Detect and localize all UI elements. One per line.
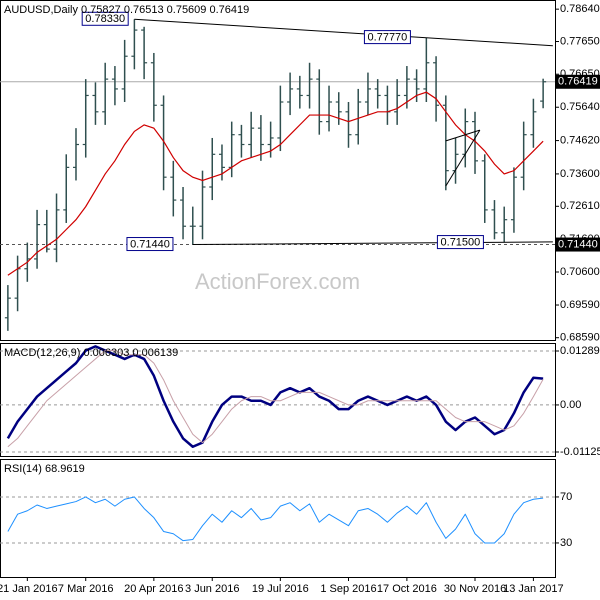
x-tick-label: 30 Nov 2016 bbox=[444, 583, 506, 595]
plot-area bbox=[0, 496, 555, 544]
x-tick-label: 17 Oct 2016 bbox=[377, 583, 437, 595]
y-tick-label: 0.72610 bbox=[560, 200, 600, 212]
price-label-box bbox=[556, 74, 600, 89]
y-tick-label: 0.00 bbox=[560, 399, 581, 411]
price-label: 0.76419 bbox=[558, 76, 598, 88]
y-tick-label: 30 bbox=[560, 537, 572, 549]
panel-title: RSI(14) 68.9619 bbox=[4, 463, 85, 475]
annotation-label: 0.77770 bbox=[368, 32, 408, 44]
x-tick-label: 20 Apr 2016 bbox=[124, 583, 183, 595]
x-tick-label: 1 Sep 2016 bbox=[320, 583, 376, 595]
x-tick-label: 21 Jan 2016 bbox=[0, 583, 58, 595]
price-label-box bbox=[556, 237, 600, 252]
x-tick-label: 7 Mar 2016 bbox=[58, 583, 114, 595]
annotation-box bbox=[363, 30, 411, 45]
y-tick-label: 0.75640 bbox=[560, 101, 600, 113]
plot-area bbox=[0, 345, 555, 453]
trendline bbox=[445, 129, 481, 187]
annotation-label: 0.71440 bbox=[130, 238, 170, 250]
y-tick-label: 0.70600 bbox=[560, 266, 600, 278]
annotation-box bbox=[81, 11, 129, 26]
y-tick-label: 0.78640 bbox=[560, 3, 600, 15]
price-label: 0.71440 bbox=[558, 238, 598, 250]
panel-title: MACD(12,26,9) 0.006303 0.006139 bbox=[4, 347, 178, 359]
annotation-box bbox=[436, 235, 484, 250]
trendline bbox=[192, 241, 553, 246]
y-tick-label: 0.68590 bbox=[560, 332, 600, 344]
panel-frame bbox=[0, 343, 556, 457]
series-line bbox=[7, 496, 544, 544]
annotation-box bbox=[126, 237, 174, 252]
y-tick-label: 0.73600 bbox=[560, 168, 600, 180]
y-tick-label: 0.012894 bbox=[560, 345, 600, 357]
y-tick-label: 0.77650 bbox=[560, 35, 600, 47]
plot-area: 0.78330 0.77770 0.71440 0.71500 bbox=[0, 11, 555, 331]
moving-average bbox=[7, 91, 544, 276]
series-line bbox=[6, 345, 544, 449]
annotation-label: 0.71500 bbox=[441, 236, 481, 248]
x-tick-label: 13 Jan 2017 bbox=[503, 583, 564, 595]
panel-frame bbox=[0, 0, 556, 341]
x-axis-frame bbox=[0, 577, 556, 578]
x-tick-label: 19 Jul 2016 bbox=[252, 583, 309, 595]
watermark: ActionForex.com bbox=[195, 269, 360, 294]
annotation-label: 0.78330 bbox=[85, 13, 125, 25]
y-tick-label: 0.69590 bbox=[560, 299, 600, 311]
trendline bbox=[134, 18, 553, 47]
series-line bbox=[7, 350, 544, 448]
y-tick-label: -0.011253 bbox=[560, 446, 600, 458]
y-tick-label: 70 bbox=[560, 491, 572, 503]
x-tick-label: 3 Jun 2016 bbox=[185, 583, 239, 595]
y-tick-label: 0.74620 bbox=[560, 134, 600, 146]
panel-title: AUDUSD,Daily 0.75827 0.76513 0.75609 0.7… bbox=[4, 4, 249, 16]
trendline bbox=[445, 129, 481, 142]
